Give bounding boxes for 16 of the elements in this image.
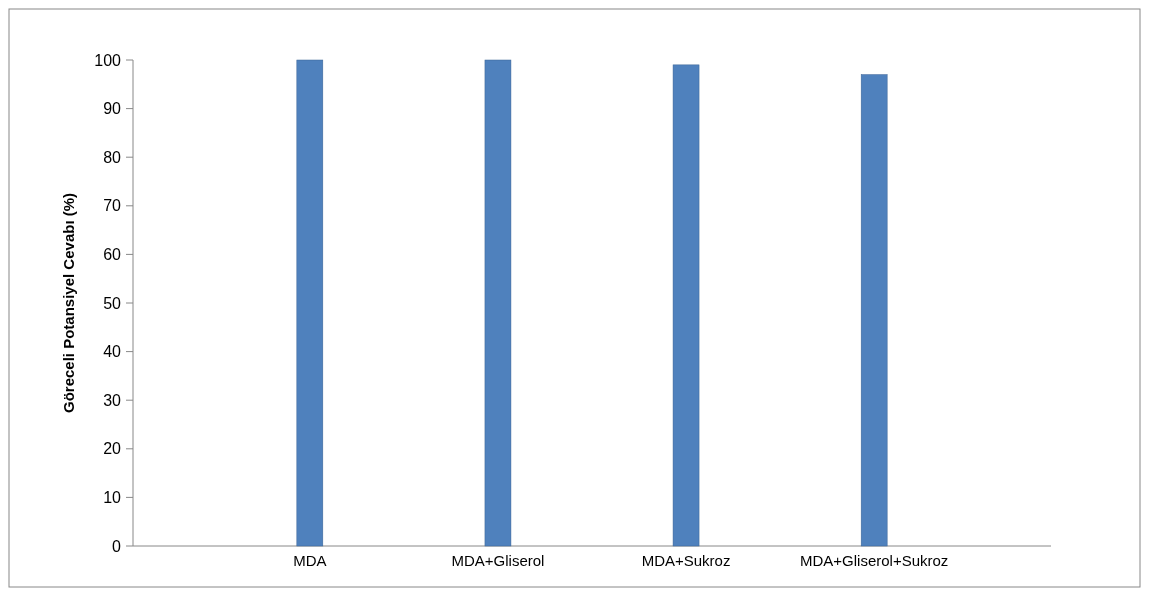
y-tick-label: 40: [103, 343, 122, 361]
y-tick-label: 80: [103, 148, 122, 166]
y-tick-label: 60: [103, 246, 122, 263]
y-tick-label: 10: [103, 489, 122, 506]
y-tick-label: 100: [94, 51, 122, 69]
x-tick-label: MDA+Gliserol: [451, 552, 545, 569]
x-tick-label: MDA+Gliserol+Sukroz: [799, 552, 949, 569]
y-tick-label: 30: [103, 391, 122, 409]
y-tick-label: 20: [103, 440, 122, 458]
y-tick-label: 90: [103, 100, 122, 118]
x-tick-label: MDA: [293, 552, 327, 569]
x-tick-label: MDA+Sukroz: [641, 552, 731, 569]
y-tick-label: 70: [103, 197, 122, 215]
y-axis-title: Göreceli Potansiyel Cevabı (%): [60, 192, 77, 414]
y-tick-label: 50: [103, 294, 122, 312]
y-tick-label: 0: [112, 537, 122, 555]
